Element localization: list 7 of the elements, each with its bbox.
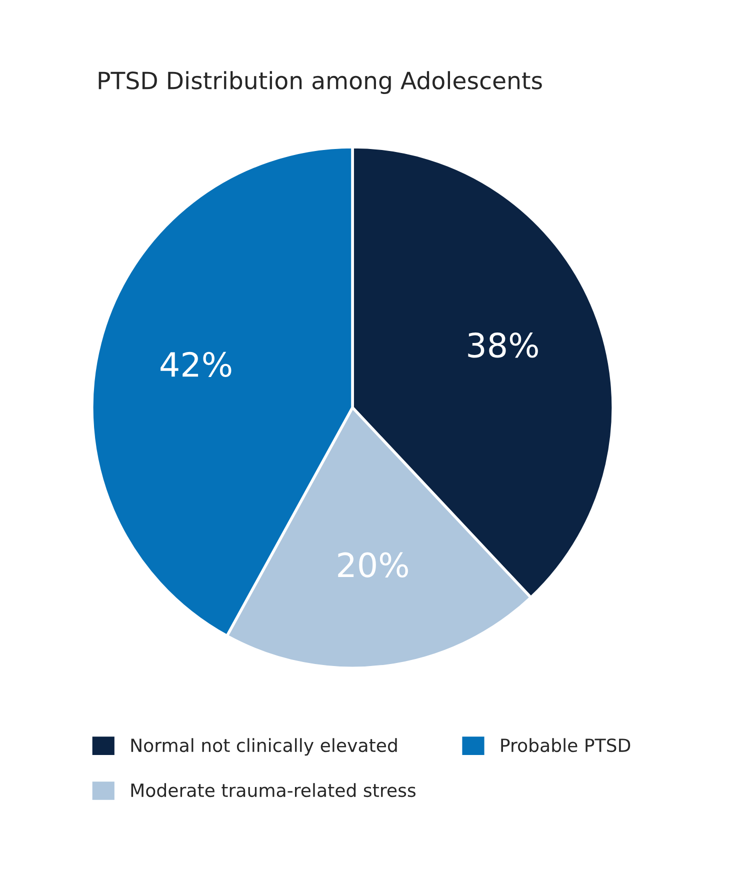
data-label: 42%	[160, 352, 232, 378]
legend-label: Moderate trauma-related stress	[131, 783, 416, 798]
data-label: 38%	[468, 332, 538, 358]
chart-title: PTSD Distribution among Adolescents	[98, 71, 542, 94]
legend-label: Normal not clinically elevated	[131, 738, 397, 756]
data-label: 20%	[338, 552, 408, 578]
legend-label: Probable PTSD	[501, 738, 630, 752]
